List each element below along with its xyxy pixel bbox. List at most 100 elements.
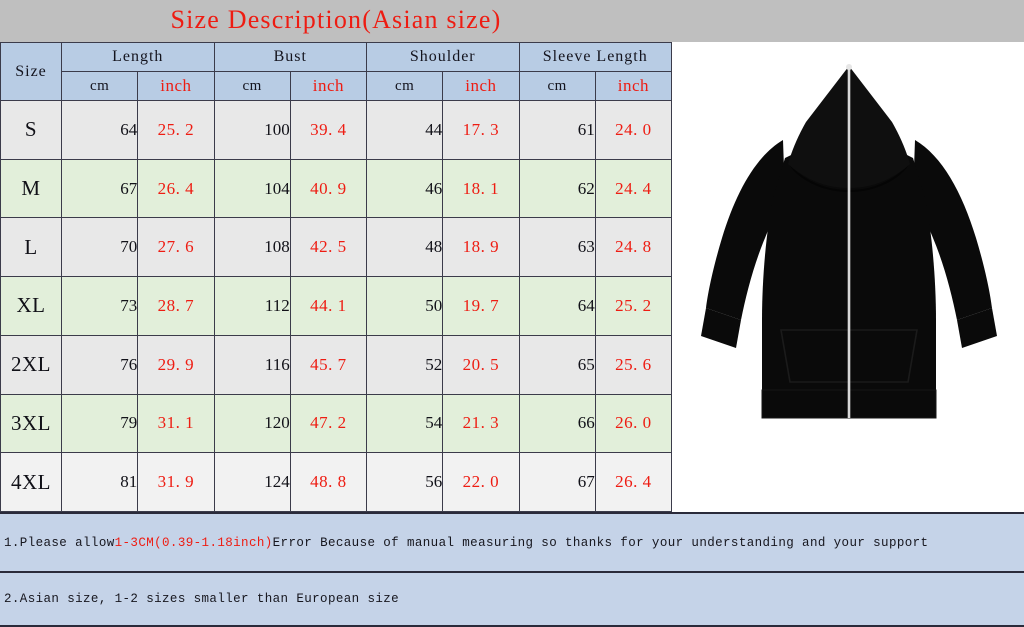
cell-size: 4XL — [0, 452, 62, 512]
cell-bust-inch: 40. 9 — [289, 158, 368, 219]
table-row: S 64 25. 2 100 39. 4 44 17. 3 61 24. 0 — [0, 100, 673, 160]
cell-length-inch: 27. 6 — [137, 217, 215, 278]
hoodie-zipper-pull-icon — [846, 64, 852, 70]
cell-length-inch: 26. 4 — [137, 158, 215, 219]
cell-size: S — [0, 100, 62, 160]
cell-sleeve-inch: 24. 4 — [594, 158, 673, 219]
size-table: Size Length Bust Shoulder Sleeve Length … — [0, 42, 673, 512]
header-row-units: cm inch cm inch cm inch cm inch — [1, 71, 673, 101]
title-bar: Size Description(Asian size) — [0, 0, 1024, 42]
note-1-tolerance: 1-3CM(0.39-1.18inch) — [114, 535, 273, 550]
cell-bust-inch: 48. 8 — [289, 452, 368, 512]
cell-bust-cm: 116 — [213, 334, 291, 395]
cell-bust-cm: 120 — [213, 393, 291, 454]
cell-bust-cm: 104 — [213, 158, 291, 219]
cell-bust-cm: 100 — [213, 100, 291, 160]
cell-bust-cm: 112 — [213, 276, 291, 336]
table-row: M 67 26. 4 104 40. 9 46 18. 1 62 24. 4 — [0, 158, 673, 219]
header-row-measurements: Size Length Bust Shoulder Sleeve Length — [0, 42, 672, 101]
cell-length-cm: 79 — [60, 393, 139, 454]
hoodie-hood-opening — [790, 166, 908, 192]
table-row: 3XL 79 31. 1 120 47. 2 54 21. 3 66 26. 0 — [0, 393, 673, 454]
cell-shoulder-inch: 20. 5 — [442, 334, 520, 395]
cell-shoulder-cm: 50 — [365, 276, 444, 336]
cell-size: M — [0, 158, 62, 219]
cell-sleeve-inch: 25. 6 — [594, 334, 673, 395]
header-shoulder: Shoulder — [366, 42, 520, 72]
table-row: XL 73 28. 7 112 44. 1 50 19. 7 64 25. 2 — [0, 276, 673, 336]
cell-bust-cm: 108 — [213, 217, 291, 278]
cell-length-inch: 31. 1 — [137, 393, 215, 454]
cell-size: L — [0, 217, 62, 278]
cell-size: 3XL — [0, 393, 62, 454]
cell-sleeve-cm: 67 — [518, 452, 596, 512]
cell-bust-cm: 124 — [213, 452, 291, 512]
header-shoulder-cm: cm — [365, 71, 444, 101]
hoodie-right-cuff — [957, 308, 997, 348]
cell-size: 2XL — [0, 334, 62, 395]
header-bust: Bust — [213, 42, 367, 72]
cell-length-cm: 64 — [60, 100, 139, 160]
cell-sleeve-inch: 24. 0 — [594, 100, 673, 160]
header-shoulder-inch: inch — [442, 71, 520, 101]
header-length: Length — [61, 42, 215, 72]
cell-shoulder-inch: 17. 3 — [442, 100, 520, 160]
hoodie-left-cuff — [701, 308, 741, 348]
cell-length-inch: 25. 2 — [137, 100, 215, 160]
table-row: L 70 27. 6 108 42. 5 48 18. 9 63 24. 8 — [0, 217, 673, 278]
header-bust-cm: cm — [213, 71, 291, 101]
cell-bust-inch: 47. 2 — [289, 393, 368, 454]
cell-length-inch: 29. 9 — [137, 334, 215, 395]
cell-sleeve-inch: 24. 8 — [594, 217, 673, 278]
header-bust-inch: inch — [289, 71, 368, 101]
cell-shoulder-inch: 21. 3 — [442, 393, 520, 454]
cell-sleeve-cm: 61 — [518, 100, 596, 160]
table-row: 4XL 81 31. 9 124 48. 8 56 22. 0 67 26. 4 — [0, 452, 673, 512]
cell-shoulder-inch: 18. 1 — [442, 158, 520, 219]
cell-shoulder-cm: 56 — [365, 452, 444, 512]
black-zip-up-hoodie-illustration — [701, 64, 997, 419]
cell-length-cm: 67 — [60, 158, 139, 219]
hoodie-right-sleeve — [913, 140, 992, 320]
cell-bust-inch: 39. 4 — [289, 100, 368, 160]
note-1-prefix: 1.Please allow — [4, 535, 115, 550]
cell-bust-inch: 42. 5 — [289, 217, 368, 278]
header-sleeve-inch: inch — [594, 71, 673, 101]
cell-shoulder-inch: 19. 7 — [442, 276, 520, 336]
cell-length-inch: 31. 9 — [137, 452, 215, 512]
cell-shoulder-inch: 22. 0 — [442, 452, 520, 512]
header-sleeve-length: Sleeve Length — [518, 42, 672, 72]
cell-length-cm: 70 — [60, 217, 139, 278]
cell-shoulder-cm: 44 — [365, 100, 444, 160]
note-item-1: 1.Please allow 1-3CM(0.39-1.18inch) Erro… — [0, 512, 1024, 573]
table-body: S 64 25. 2 100 39. 4 44 17. 3 61 24. 0 M 67 26. 4 10… — [0, 100, 673, 512]
table-row: 2XL 76 29. 9 116 45. 7 52 20. 5 65 25. 6 — [0, 334, 673, 395]
cell-size: XL — [0, 276, 62, 336]
header-length-cm: cm — [60, 71, 139, 101]
note-2-text: 2.Asian size, 1-2 sizes smaller than Eur… — [4, 592, 400, 606]
cell-sleeve-cm: 64 — [518, 276, 596, 336]
note-item-2: 2.Asian size, 1-2 sizes smaller than Eur… — [0, 573, 1024, 627]
cell-length-cm: 76 — [60, 334, 139, 395]
note-1-suffix: Error Because of manual measuring so tha… — [272, 535, 929, 550]
header-length-inch: inch — [137, 71, 215, 101]
size-table-container: Size Length Bust Shoulder Sleeve Length … — [0, 42, 673, 512]
page-title: Size Description(Asian size) — [170, 5, 502, 34]
cell-sleeve-inch: 25. 2 — [594, 276, 673, 336]
cell-bust-inch: 45. 7 — [289, 334, 368, 395]
cell-sleeve-inch: 26. 0 — [594, 393, 673, 454]
cell-shoulder-inch: 18. 9 — [442, 217, 520, 278]
cell-shoulder-cm: 46 — [365, 158, 444, 219]
header-sleeve-cm: cm — [518, 71, 596, 101]
cell-sleeve-cm: 62 — [518, 158, 596, 219]
cell-length-cm: 81 — [60, 452, 139, 512]
notes-section: 1.Please allow 1-3CM(0.39-1.18inch) Erro… — [0, 512, 1024, 627]
hoodie-left-sleeve — [706, 140, 785, 320]
header-size: Size — [0, 42, 62, 101]
cell-bust-inch: 44. 1 — [289, 276, 368, 336]
cell-shoulder-cm: 52 — [365, 334, 444, 395]
cell-sleeve-cm: 65 — [518, 334, 596, 395]
product-photo — [672, 42, 1024, 512]
cell-shoulder-cm: 48 — [365, 217, 444, 278]
